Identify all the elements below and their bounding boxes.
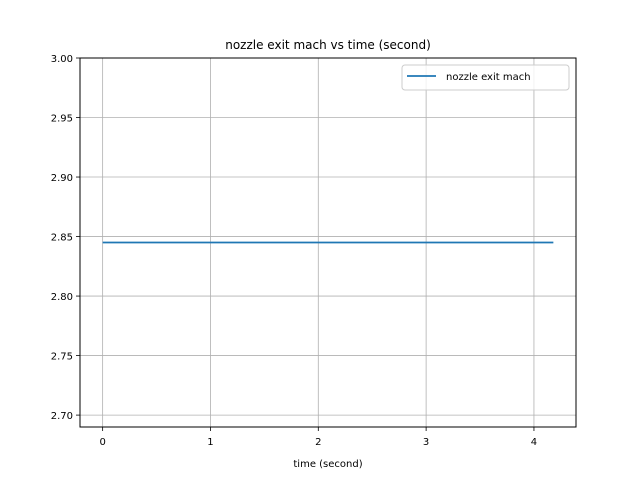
y-tick-label: 2.85 (51, 233, 73, 244)
legend-label: nozzle exit mach (446, 72, 531, 83)
y-tick-label: 2.70 (51, 411, 73, 422)
plot-frame (79, 57, 577, 428)
y-tick-label: 2.80 (51, 292, 73, 303)
y-tick-label: 3.00 (51, 54, 73, 65)
x-tick-label: 3 (423, 437, 429, 448)
x-axis-ticks: 0 1 2 3 4 (99, 427, 537, 448)
y-axis-ticks: 2.70 2.75 2.80 2.85 2.90 2.95 3.00 (51, 54, 80, 422)
x-axis-label: time (second) (293, 459, 362, 470)
legend: nozzle exit mach (401, 64, 570, 91)
y-tick-label: 2.90 (51, 173, 73, 184)
legend-box (401, 64, 570, 91)
x-tick-label: 0 (99, 437, 105, 448)
chart-title: nozzle exit mach vs time (second) (225, 38, 431, 52)
x-tick-label: 1 (207, 437, 213, 448)
y-tick-label: 2.95 (51, 114, 73, 125)
x-tick-label: 4 (531, 437, 537, 448)
y-tick-label: 2.75 (51, 352, 73, 363)
x-tick-label: 2 (315, 437, 321, 448)
